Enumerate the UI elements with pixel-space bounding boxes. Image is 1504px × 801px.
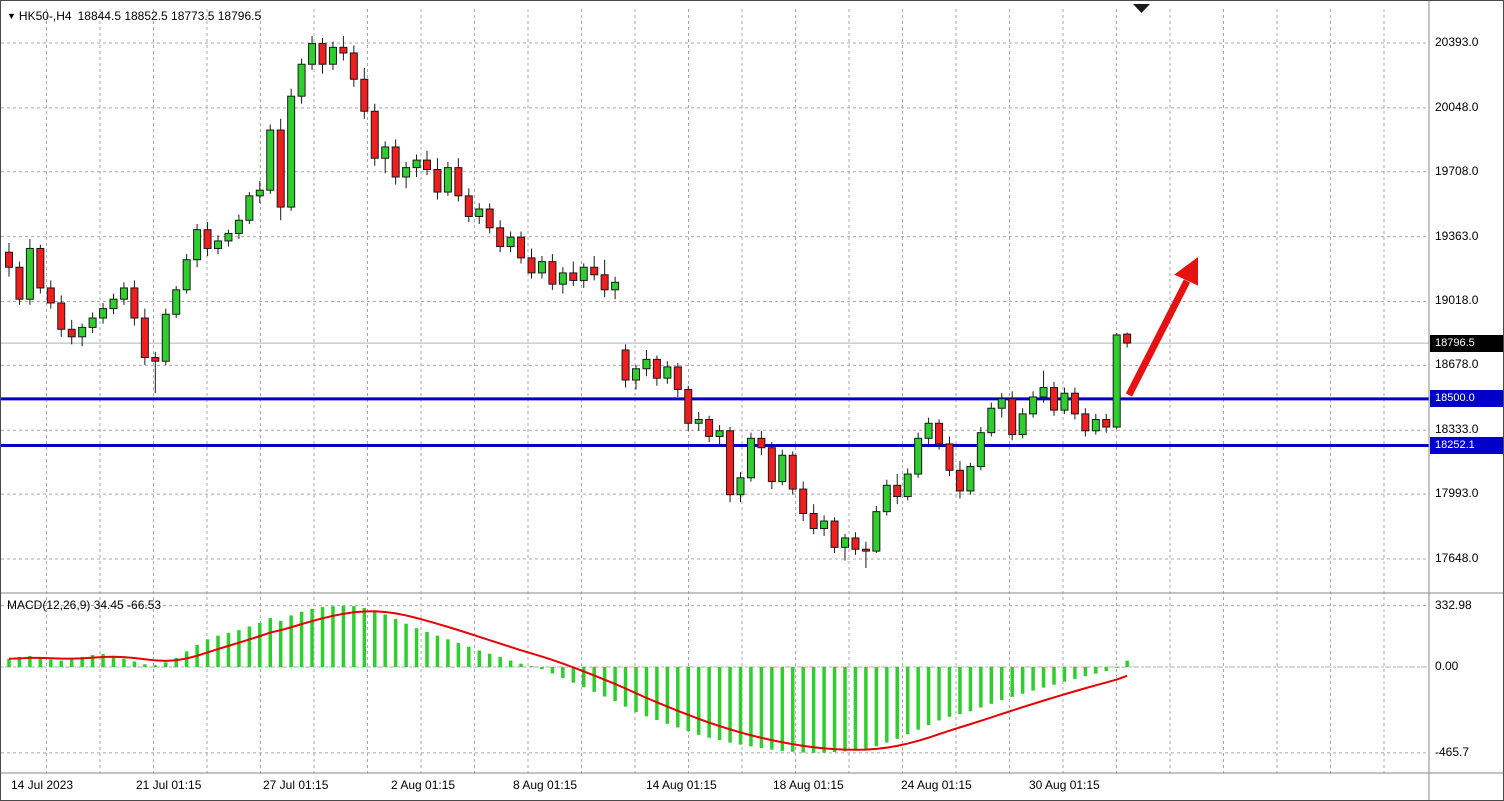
time-axis-label: 24 Aug 01:15 (901, 778, 972, 792)
level-price-tag: 18500.0 (1430, 390, 1503, 408)
trend-arrow-head (1174, 257, 1198, 286)
price-axis-label: 19018.0 (1435, 293, 1479, 308)
top-marker-icon (1133, 4, 1150, 13)
macd-axis-label: 0.00 (1435, 659, 1459, 673)
time-axis-label: 18 Aug 01:15 (773, 778, 844, 792)
price-axis-label: 17648.0 (1435, 551, 1479, 565)
time-axis-label: 14 Aug 01:15 (646, 778, 717, 792)
ohlc-values: 18844.5 18852.5 18773.5 18796.5 (77, 9, 262, 23)
time-axis-label: 2 Aug 01:15 (391, 778, 456, 792)
time-axis-label: 27 Jul 01:15 (263, 778, 329, 792)
macd-signal-line (8, 610, 1128, 751)
trend-arrow[interactable] (1125, 279, 1191, 397)
price-axis-label: 17993.0 (1435, 486, 1479, 501)
time-axis-label: 30 Aug 01:15 (1029, 778, 1100, 792)
price-axis-label: 20393.0 (1435, 35, 1479, 49)
current-price-tag: 18796.5 (1430, 334, 1503, 352)
candles-layer (5, 36, 1132, 569)
macd-axis-label: 332.98 (1435, 597, 1472, 612)
chart-title-bar: ▼ HK50-,H4 18844.5 18852.5 18773.5 18796.5 (7, 9, 261, 23)
symbol-period-label: HK50-,H4 (18, 9, 72, 23)
macd-indicator-label: MACD(12,26,9) 34.45 -66.53 (7, 598, 162, 612)
price-axis-label: 19363.0 (1435, 228, 1479, 243)
time-axis-label: 8 Aug 01:15 (513, 778, 578, 792)
price-axis-label: 18678.0 (1435, 357, 1479, 372)
price-axis-label: 20048.0 (1435, 99, 1479, 114)
level-price-tag: 18252.1 (1430, 436, 1503, 454)
macd-axis-label: -465.7 (1435, 744, 1470, 759)
time-axis-label: 21 Jul 01:15 (136, 778, 202, 792)
price-axis-label: 19708.0 (1435, 163, 1479, 178)
symbol-marker-icon: ▼ (7, 11, 16, 21)
grid-lines (1, 9, 1429, 773)
macd-histogram (7, 605, 1129, 753)
time-axis-label: 14 Jul 2023 (11, 778, 74, 792)
price-axis-label: 18333.0 (1435, 422, 1479, 437)
